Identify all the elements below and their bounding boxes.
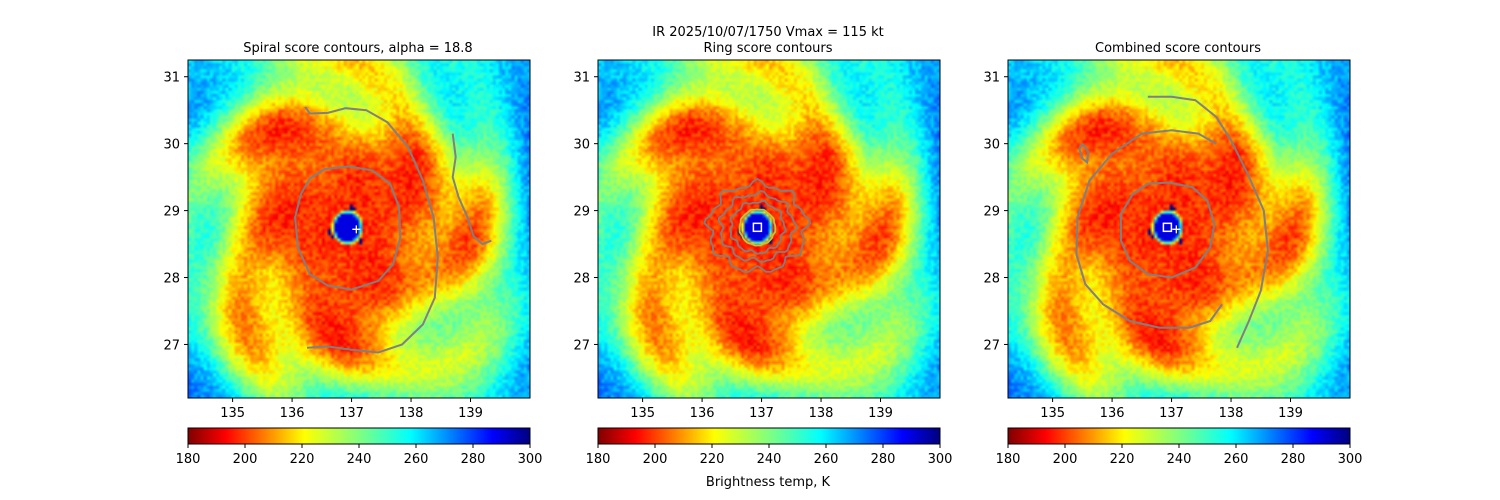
colorbar-tick-label: 260 bbox=[1224, 452, 1249, 467]
y-axis-ticks: 27 28 29 30 31 bbox=[163, 71, 188, 353]
figure-suptitle: IR 2025/10/07/1750 Vmax = 115 kt bbox=[652, 25, 883, 40]
colorbar-tick-label: 200 bbox=[643, 452, 668, 467]
x-axis-ticks: 135 136 137 138 139 bbox=[220, 398, 483, 421]
colorbar-tick-label: 280 bbox=[871, 452, 896, 467]
colorbar-tick-label: 200 bbox=[233, 452, 258, 467]
y-tick-label: 31 bbox=[163, 71, 180, 86]
colorbar-gradient bbox=[597, 427, 941, 445]
colorbar-tick-label: 240 bbox=[757, 452, 782, 467]
satellite-ir-image bbox=[598, 60, 940, 398]
colorbar: 180 200 220 240 260 280 300 bbox=[586, 427, 953, 467]
y-tick-label: 30 bbox=[163, 138, 180, 153]
axes-frame bbox=[1007, 59, 1351, 399]
colorbar-tick-label: 180 bbox=[586, 452, 611, 467]
ring-center-marker bbox=[752, 222, 763, 233]
center-markers bbox=[1162, 222, 1181, 234]
colorbar: 180 200 220 240 260 280 300 bbox=[176, 427, 543, 467]
score-contour-line bbox=[729, 199, 787, 255]
score-contour-line bbox=[1078, 143, 1090, 165]
colorbar-tick-label: 300 bbox=[518, 452, 543, 467]
score-contour-line bbox=[703, 177, 812, 273]
colorbar-tick-label: 280 bbox=[461, 452, 486, 467]
x-tick-label: 135 bbox=[630, 406, 655, 421]
center-markers bbox=[352, 225, 361, 234]
x-tick-label: 137 bbox=[749, 406, 774, 421]
colorbar-tick-label: 240 bbox=[1167, 452, 1192, 467]
panel-title: Combined score contours bbox=[1095, 41, 1261, 56]
colorbar-label: Brightness temp, K bbox=[706, 475, 831, 490]
y-tick-label: 27 bbox=[983, 338, 1000, 353]
colorbar-tick-label: 300 bbox=[1338, 452, 1363, 467]
colorbar-tick-label: 220 bbox=[1110, 452, 1135, 467]
colorbar-tick-label: 180 bbox=[176, 452, 201, 467]
y-tick-label: 28 bbox=[573, 272, 590, 287]
score-contour-line bbox=[304, 106, 439, 354]
x-tick-label: 139 bbox=[868, 406, 893, 421]
center-markers bbox=[752, 222, 763, 233]
y-tick-label: 31 bbox=[573, 71, 590, 86]
colorbar-tick-label: 180 bbox=[996, 452, 1021, 467]
colorbar-gradient bbox=[1007, 427, 1351, 445]
panel-ring-score: Ring score contours 135 136 137 138 139 27 28… bbox=[573, 41, 952, 490]
x-tick-label: 136 bbox=[690, 406, 715, 421]
score-contour-line bbox=[738, 208, 777, 247]
panel-spiral-score: Spiral score contours, alpha = 18.8 135 1… bbox=[163, 41, 542, 467]
axes-frame bbox=[597, 59, 941, 399]
colorbar: 180 200 220 240 260 280 300 bbox=[996, 427, 1363, 467]
colorbar-tick-label: 300 bbox=[928, 452, 953, 467]
x-axis-ticks: 135 136 137 138 139 bbox=[630, 398, 893, 421]
score-contours bbox=[294, 106, 492, 354]
y-axis-ticks: 27 28 29 30 31 bbox=[983, 71, 1008, 353]
x-tick-label: 138 bbox=[809, 406, 834, 421]
x-tick-label: 135 bbox=[220, 406, 245, 421]
x-axis-ticks: 135 136 137 138 139 bbox=[1040, 398, 1303, 421]
y-tick-label: 30 bbox=[573, 138, 590, 153]
x-tick-label: 135 bbox=[1040, 406, 1065, 421]
y-tick-label: 27 bbox=[163, 338, 180, 353]
y-tick-label: 29 bbox=[163, 205, 180, 220]
y-tick-label: 29 bbox=[573, 205, 590, 220]
ring-center-marker bbox=[1162, 222, 1173, 233]
score-contours bbox=[703, 177, 812, 273]
colorbar-tick-label: 280 bbox=[1281, 452, 1306, 467]
x-tick-label: 136 bbox=[280, 406, 305, 421]
panel-combined-score: Combined score contours 135 136 137 138 139 … bbox=[983, 41, 1362, 467]
panel-title: Spiral score contours, alpha = 18.8 bbox=[243, 41, 472, 56]
colorbar-gradient bbox=[187, 427, 531, 445]
y-tick-label: 28 bbox=[983, 272, 1000, 287]
colorbar-tick-label: 220 bbox=[700, 452, 725, 467]
x-tick-label: 137 bbox=[339, 406, 364, 421]
score-contour-line bbox=[451, 133, 492, 246]
axes-frame bbox=[187, 59, 531, 399]
y-axis-ticks: 27 28 29 30 31 bbox=[573, 71, 598, 353]
x-tick-label: 137 bbox=[1159, 406, 1184, 421]
y-tick-label: 30 bbox=[983, 138, 1000, 153]
colorbar-tick-label: 200 bbox=[1053, 452, 1078, 467]
score-contour-line bbox=[294, 165, 402, 291]
y-tick-label: 29 bbox=[983, 205, 1000, 220]
score-contour-line bbox=[1120, 181, 1216, 279]
colorbar-tick-label: 260 bbox=[814, 452, 839, 467]
score-contour-line bbox=[1147, 95, 1269, 349]
y-tick-label: 31 bbox=[983, 71, 1000, 86]
colorbar-tick-label: 220 bbox=[290, 452, 315, 467]
spiral-center-marker bbox=[1172, 225, 1181, 234]
x-tick-label: 138 bbox=[1219, 406, 1244, 421]
x-tick-label: 139 bbox=[1278, 406, 1303, 421]
y-tick-label: 28 bbox=[163, 272, 180, 287]
panel-title: Ring score contours bbox=[703, 41, 832, 56]
x-tick-label: 136 bbox=[1100, 406, 1125, 421]
score-contour-line bbox=[717, 190, 799, 264]
colorbar-tick-label: 260 bbox=[404, 452, 429, 467]
y-tick-label: 27 bbox=[573, 338, 590, 353]
colorbar-tick-label: 240 bbox=[347, 452, 372, 467]
x-tick-label: 139 bbox=[458, 406, 483, 421]
spiral-center-marker bbox=[352, 225, 361, 234]
score-contour-line bbox=[1075, 129, 1223, 329]
brightness-temperature-map bbox=[597, 59, 941, 399]
score-contours bbox=[1075, 95, 1269, 349]
x-tick-label: 138 bbox=[399, 406, 424, 421]
